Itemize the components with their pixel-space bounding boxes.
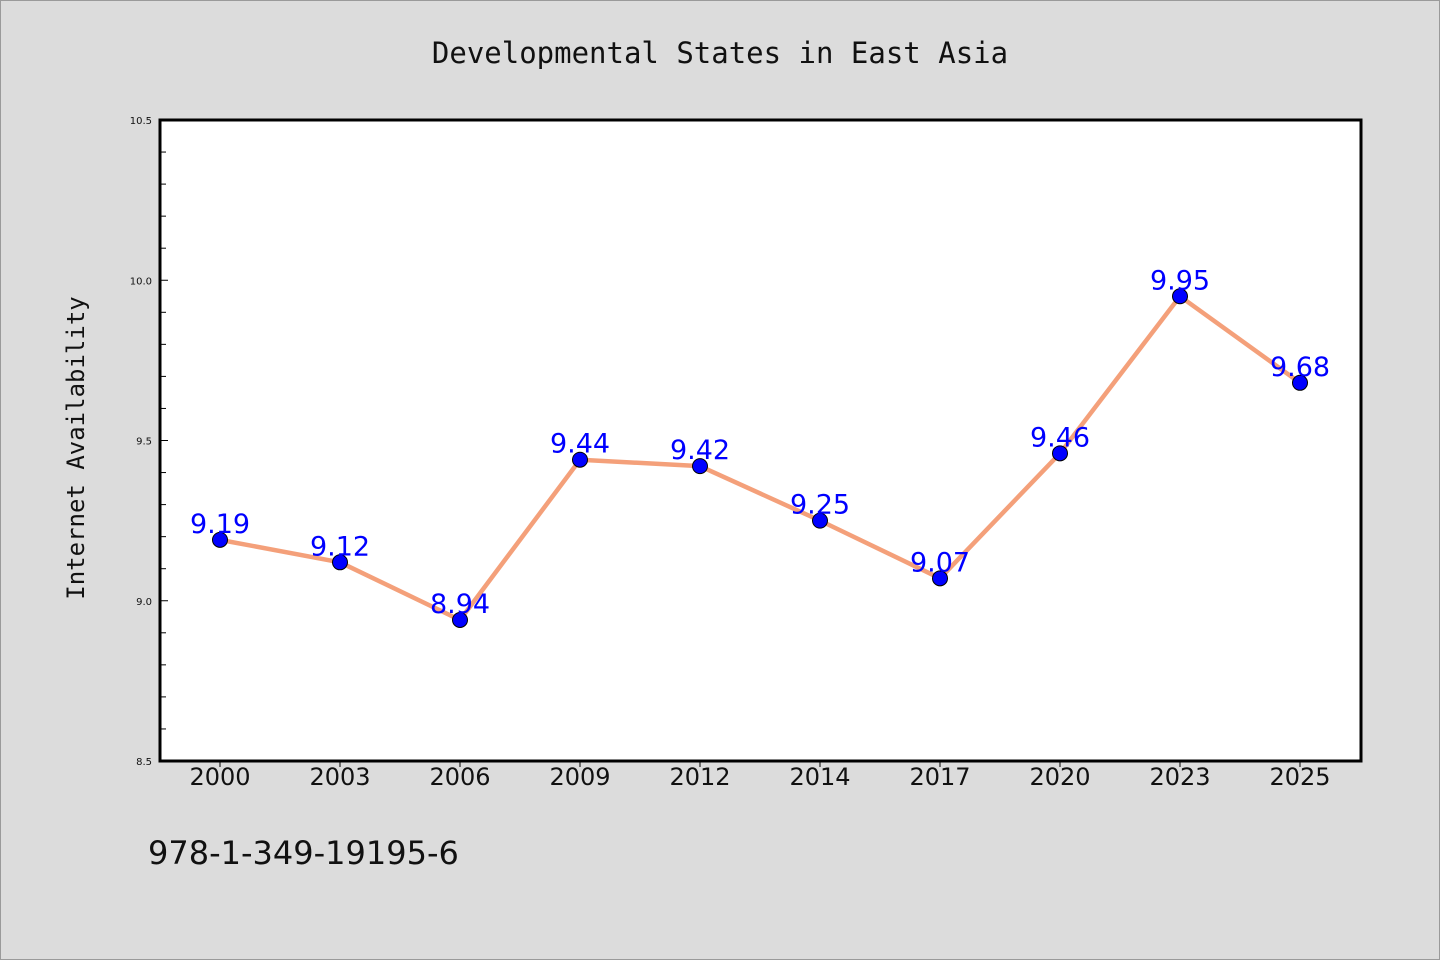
data-label: 8.94 bbox=[430, 589, 490, 620]
data-point bbox=[212, 531, 228, 548]
data-label: 9.44 bbox=[550, 429, 610, 460]
data-label: 9.68 bbox=[1270, 352, 1330, 383]
data-point bbox=[1292, 374, 1308, 391]
x-axis-ticks: 2000 2003 2006 2009 2012 2014 2017 2020 2023 2025 bbox=[189, 761, 1331, 791]
y-tick-label: 8.5 bbox=[136, 757, 152, 768]
x-tick-label: 2006 bbox=[429, 763, 490, 791]
y-axis-ticks: 8.5 9.0 9.5 10.0 10.5 bbox=[130, 116, 168, 768]
x-tick-label: 2017 bbox=[909, 763, 970, 791]
data-point bbox=[1172, 288, 1188, 305]
y-tick-label: 10.5 bbox=[130, 116, 152, 127]
data-label-layer: 9.19 9.12 8.94 9.44 9.42 9.25 9.07 9.46 9.95 9.68 bbox=[190, 265, 1330, 620]
data-label: 9.12 bbox=[310, 531, 370, 562]
series-line bbox=[217, 294, 1303, 623]
data-label: 9.25 bbox=[790, 490, 850, 521]
data-label: 9.19 bbox=[190, 509, 250, 540]
y-tick-label: 9.5 bbox=[136, 437, 152, 448]
x-tick-label: 2009 bbox=[549, 763, 610, 791]
data-point bbox=[572, 451, 588, 468]
series-layer bbox=[212, 288, 1308, 628]
plot-area bbox=[158, 118, 1363, 763]
x-tick-label: 2020 bbox=[1029, 763, 1090, 791]
data-point bbox=[932, 570, 948, 587]
y-tick-label: 9.0 bbox=[136, 597, 152, 608]
data-point bbox=[812, 512, 828, 529]
data-label: 9.95 bbox=[1150, 265, 1210, 296]
x-tick-label: 2014 bbox=[789, 763, 850, 791]
y-axis-label: Internet Availability bbox=[62, 296, 90, 599]
x-tick-label: 2003 bbox=[309, 763, 370, 791]
x-tick-label: 2025 bbox=[1269, 763, 1330, 791]
chart-title: Developmental States in East Asia bbox=[432, 36, 1008, 70]
data-label: 9.07 bbox=[910, 547, 970, 578]
data-point bbox=[692, 458, 708, 475]
data-label: 9.46 bbox=[1030, 422, 1090, 453]
data-point bbox=[452, 611, 468, 628]
x-tick-label: 2012 bbox=[669, 763, 730, 791]
footer-isbn: 978-1-349-19195-6 bbox=[148, 834, 459, 872]
x-tick-label: 2023 bbox=[1149, 763, 1210, 791]
y-tick-label: 10.0 bbox=[130, 276, 152, 287]
data-point bbox=[332, 554, 348, 571]
x-tick-label: 2000 bbox=[189, 763, 250, 791]
data-label: 9.42 bbox=[670, 435, 730, 466]
data-point bbox=[1052, 445, 1068, 462]
